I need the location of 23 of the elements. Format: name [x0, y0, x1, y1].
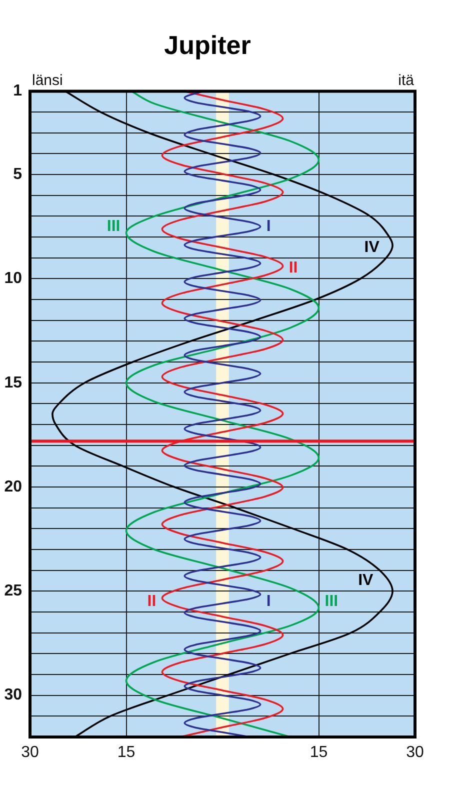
y-tick-label: 25: [4, 582, 22, 600]
series-label: IV: [358, 572, 374, 590]
x-tick-label: 15: [117, 744, 136, 762]
y-tick-label: 20: [4, 478, 22, 496]
y-tick-label: 5: [13, 166, 22, 183]
text: IV: [364, 238, 380, 256]
chart-title: Jupiter: [164, 30, 251, 60]
x-tick-label: 30: [406, 744, 424, 762]
series-label: III: [106, 218, 120, 236]
line-series: [184, 91, 262, 737]
y-tick-label: 15: [4, 374, 22, 392]
text: itä: [398, 72, 415, 90]
line-series: [125, 91, 320, 737]
text: II: [147, 592, 156, 610]
y-tick-label: 10: [4, 270, 22, 288]
series-label: II: [288, 260, 298, 277]
text: III: [324, 592, 338, 610]
text: I: [266, 592, 271, 610]
text: länsi: [32, 72, 63, 90]
series-label: I: [266, 218, 271, 236]
x-tick-label: 15: [310, 744, 328, 762]
y-tick-label: 30: [4, 686, 22, 704]
y-tick-label: 1: [13, 82, 22, 100]
